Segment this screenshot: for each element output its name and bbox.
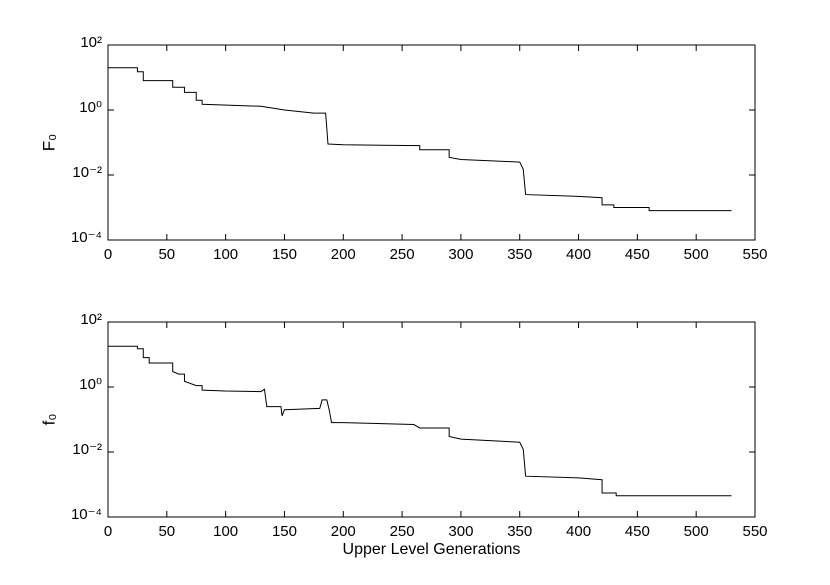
axes-box xyxy=(107,321,756,518)
x-tick-label: 450 xyxy=(625,523,650,540)
y-tick-label: 10⁰ xyxy=(79,376,102,393)
y-axis-label: f₀ xyxy=(39,414,58,426)
x-tick-label: 250 xyxy=(390,246,415,263)
data-line xyxy=(108,345,732,497)
x-tick-label: 300 xyxy=(448,246,473,263)
y-tick-label: 10⁻² xyxy=(72,164,102,181)
x-tick-label: 500 xyxy=(684,523,709,540)
x-tick-label: 100 xyxy=(213,523,238,540)
y-tick-label: 10⁰ xyxy=(79,99,102,116)
y-tick-label: 10² xyxy=(80,34,102,51)
y-tick-label: 10⁻⁴ xyxy=(71,229,102,246)
x-tick-label: 0 xyxy=(104,523,112,540)
x-tick-label: 550 xyxy=(742,246,767,263)
y-tick-label: 10⁻² xyxy=(72,441,102,458)
y-axis-label: F₀ xyxy=(39,134,58,151)
x-tick-label: 350 xyxy=(507,246,532,263)
x-tick-label: 450 xyxy=(625,246,650,263)
x-tick-label: 150 xyxy=(272,523,297,540)
x-tick-label: 100 xyxy=(213,246,238,263)
x-tick-label: 200 xyxy=(331,246,356,263)
y-tick-label: 10² xyxy=(80,311,102,328)
x-tick-label: 200 xyxy=(331,523,356,540)
x-tick-label: 250 xyxy=(390,523,415,540)
axes-box xyxy=(107,44,756,241)
x-tick-label: 50 xyxy=(158,246,175,263)
y-tick-label: 10⁻⁴ xyxy=(71,506,102,523)
x-tick-label: 550 xyxy=(742,523,767,540)
x-tick-label: 0 xyxy=(104,246,112,263)
x-tick-label: 400 xyxy=(566,246,591,263)
data-line xyxy=(108,67,732,212)
x-tick-label: 500 xyxy=(684,246,709,263)
x-tick-label: 400 xyxy=(566,523,591,540)
x-tick-label: 50 xyxy=(158,523,175,540)
x-tick-label: 150 xyxy=(272,246,297,263)
x-axis-label: Upper Level Generations xyxy=(343,541,521,558)
x-tick-label: 350 xyxy=(507,523,532,540)
x-tick-label: 300 xyxy=(448,523,473,540)
